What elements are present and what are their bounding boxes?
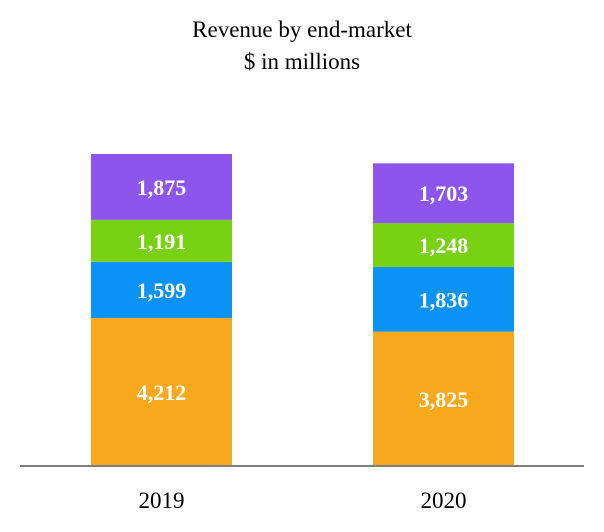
- chart-title-block: Revenue by end-market $ in millions: [0, 14, 604, 78]
- data-label-2019-1: 4,212: [137, 380, 187, 405]
- data-label-2019-4: 1,875: [137, 175, 187, 200]
- bar-segment-2020-1: [373, 331, 514, 466]
- x-tick-label-2019: 2019: [139, 488, 185, 513]
- data-label-2020-4: 1,703: [419, 181, 469, 206]
- x-tick-label-2020: 2020: [421, 488, 467, 513]
- data-label-2020-2: 1,836: [419, 287, 469, 312]
- bar-segment-2019-4: [91, 154, 232, 220]
- bar-segment-2019-1: [91, 317, 232, 466]
- bar-segment-2019-2: [91, 261, 232, 318]
- bar-segment-2020-4: [373, 163, 514, 224]
- data-label-2020-3: 1,248: [419, 233, 469, 258]
- bar-segment-2020-3: [373, 223, 514, 268]
- bar-segment-2019-3: [91, 219, 232, 262]
- bar-segment-2020-2: [373, 267, 514, 332]
- data-label-2019-2: 1,599: [137, 278, 187, 303]
- chart-subtitle: $ in millions: [243, 49, 361, 74]
- data-label-2020-1: 3,825: [419, 387, 469, 412]
- data-label-2019-3: 1,191: [137, 229, 187, 254]
- chart-title: Revenue by end-market: [192, 17, 412, 42]
